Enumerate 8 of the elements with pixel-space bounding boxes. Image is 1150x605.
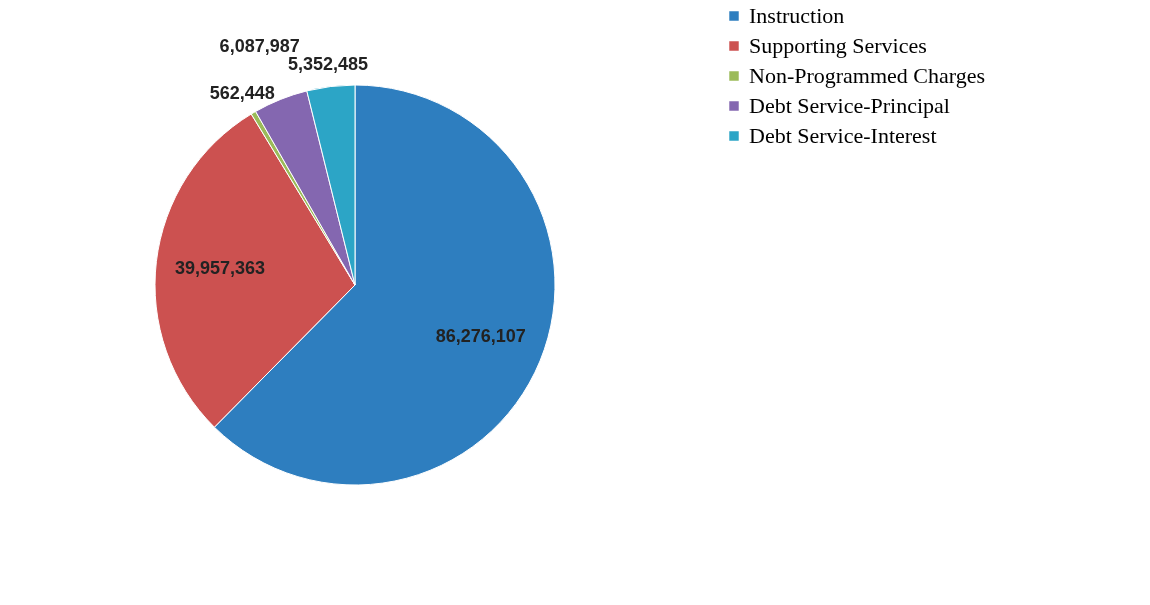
legend-label: Supporting Services	[749, 33, 927, 58]
data-label: 562,448	[209, 82, 275, 103]
legend-label: Debt Service-Principal	[749, 93, 950, 118]
data-label: 39,957,363	[174, 258, 265, 279]
data-label: 86,276,107	[435, 325, 526, 346]
legend-label: Debt Service-Interest	[749, 123, 937, 148]
legend-label: Non-Programmed Charges	[749, 63, 986, 88]
legend-label: Instruction	[749, 3, 845, 28]
